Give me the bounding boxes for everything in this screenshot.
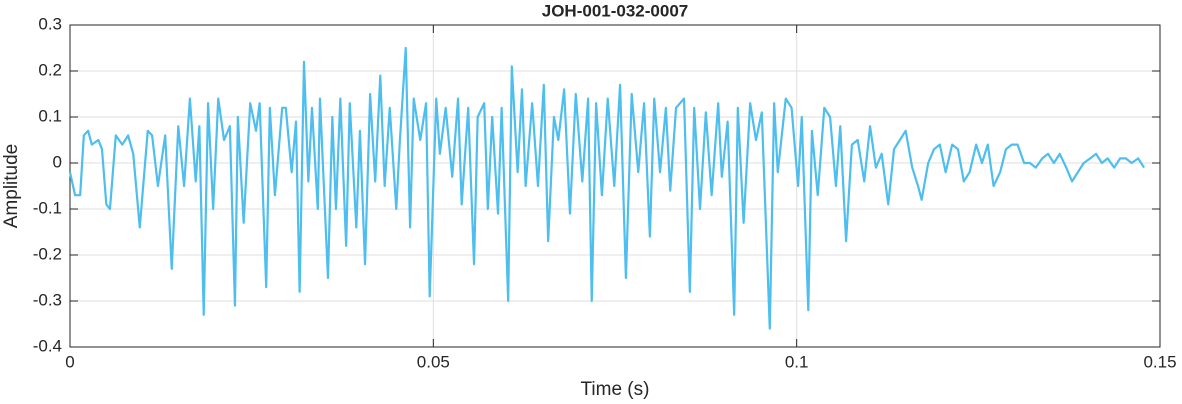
- y-tick-label: 0.1: [38, 106, 62, 125]
- y-tick-label: 0: [53, 152, 62, 171]
- x-tick-label: 0: [65, 352, 74, 371]
- x-tick-label: 0.05: [417, 352, 450, 371]
- x-axis-label: Time (s): [581, 379, 650, 400]
- waveform-line: [68, 46, 1145, 330]
- x-tick-label: 0.15: [1143, 352, 1176, 371]
- y-tick-label: -0.4: [33, 336, 62, 355]
- plot-box: [69, 24, 1161, 348]
- y-tick-label: 0.2: [38, 60, 62, 79]
- y-tick-label: -0.3: [33, 290, 62, 309]
- y-tick-label: -0.1: [33, 198, 62, 217]
- chart-title: JOH-001-032-0007: [542, 1, 688, 20]
- x-tick-label: 0.1: [785, 352, 809, 371]
- y-tick-label: -0.2: [33, 244, 62, 263]
- y-tick-label: 0.3: [38, 14, 62, 33]
- y-axis-label: Amplitude: [1, 144, 22, 229]
